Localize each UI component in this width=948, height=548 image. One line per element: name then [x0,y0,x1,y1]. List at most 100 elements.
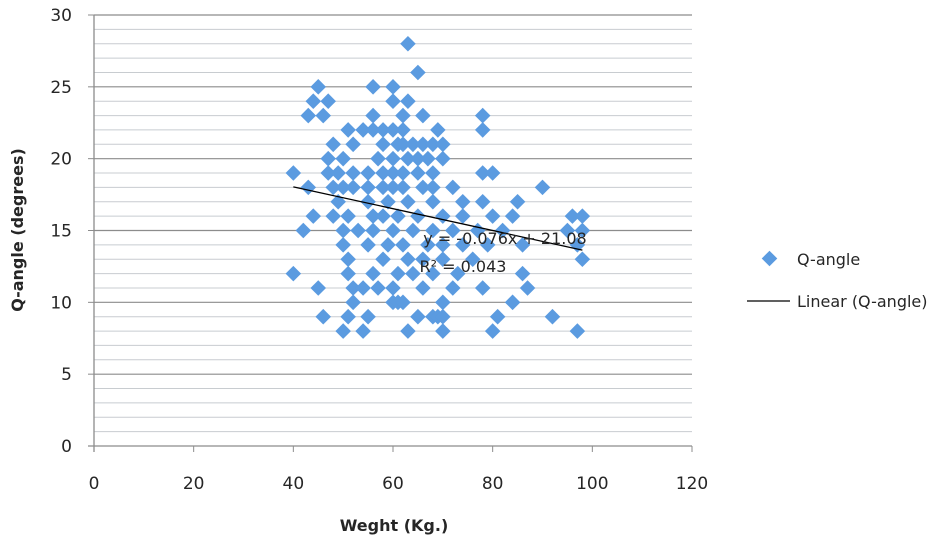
data-point [305,93,322,109]
data-point [514,265,531,282]
data-point [320,165,336,181]
trendline-path [293,186,583,251]
legend-diamond-icon [761,250,778,267]
data-point [405,222,421,239]
x-tick-label: 80 [482,474,504,494]
x-tick-label: 40 [283,474,305,494]
data-point [425,136,441,153]
data-point [370,280,386,296]
trendline-equation: y = -0.076x + 21.08 [423,229,586,248]
data-point [395,165,411,181]
data-point [385,165,401,181]
x-axis-title: Weght (Kg.) [340,516,449,535]
data-point [425,179,441,196]
r-squared-label: R² = 0.043 [420,257,507,276]
data-point [315,107,332,124]
data-point [415,179,431,196]
data-point [375,208,391,224]
data-point [340,122,356,138]
data-point [385,79,401,95]
data-point [445,222,461,239]
data-point [420,150,436,167]
data-point [410,165,426,181]
data-point [454,237,471,253]
data-point [435,150,451,167]
data-point [395,179,411,196]
data-point [355,280,371,296]
data-point [365,208,381,224]
x-tick-label: 60 [382,474,404,494]
data-point [445,179,461,196]
data-point [400,93,416,109]
data-point [360,165,376,181]
legend: Q-angle Linear (Q-angle) [747,250,928,311]
y-tick-label: 0 [61,437,72,457]
data-point [350,222,366,239]
data-point [474,122,491,138]
data-point [385,222,401,239]
data-points [285,35,591,339]
y-tick-label: 20 [50,150,72,170]
data-point [514,237,531,253]
data-point [385,93,401,109]
data-point [405,265,421,282]
data-point [400,193,416,210]
data-point [390,265,406,282]
data-point [395,136,411,153]
data-point [559,222,576,239]
data-point [400,323,416,339]
data-point [295,222,312,239]
data-point [375,136,391,153]
data-point [340,308,356,325]
data-point [544,308,561,325]
data-point [330,165,346,181]
data-point [574,251,591,268]
data-point [474,107,491,124]
data-point [435,237,451,253]
data-point [360,193,376,210]
data-point [509,193,526,210]
data-point [400,150,416,167]
data-point [504,294,521,311]
legend-label-linear: Linear (Q-angle) [797,292,928,311]
data-point [310,79,327,95]
data-point [415,136,431,153]
data-point [489,308,506,325]
data-point [375,251,391,268]
data-point [574,208,591,224]
data-point [340,208,356,224]
data-point [425,193,441,210]
data-point [435,294,451,311]
data-point [519,280,536,296]
data-point [395,237,411,253]
data-point [435,136,451,153]
data-point [320,150,336,167]
data-point [410,64,426,81]
data-point [454,208,471,224]
data-point [375,179,391,196]
y-tick-label: 15 [50,222,72,242]
data-point [325,208,341,224]
data-point [340,265,356,282]
data-point [435,323,451,339]
data-point [410,308,426,325]
data-point [410,150,426,167]
x-tick-label: 120 [676,474,708,494]
data-point [385,150,401,167]
data-point [360,308,376,325]
x-tick-label: 100 [576,474,608,494]
data-point [484,165,501,181]
data-point [385,280,401,296]
data-point [365,265,381,282]
data-point [484,323,501,339]
data-point [385,179,401,196]
data-point [425,222,441,239]
data-point [420,237,436,253]
data-point [564,208,581,224]
data-point [325,179,341,196]
data-point [474,165,491,181]
data-point [504,208,521,224]
data-point [370,150,386,167]
data-point [285,165,302,181]
